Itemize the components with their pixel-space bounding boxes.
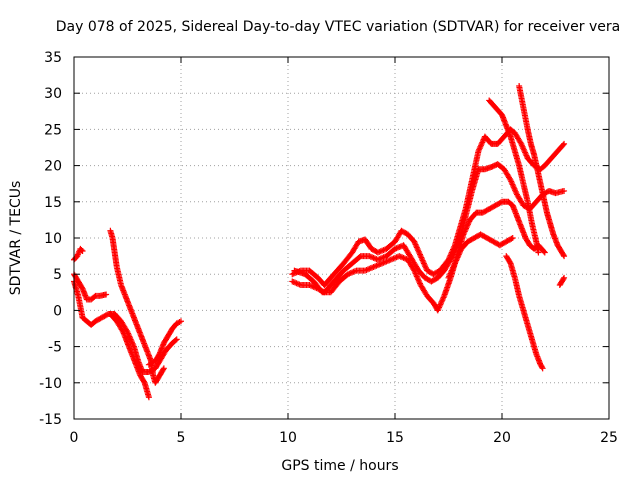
data-point	[561, 253, 568, 260]
x-tick-label: 15	[386, 430, 404, 446]
data-point	[173, 336, 180, 343]
data-point	[538, 364, 545, 371]
data-point	[172, 337, 179, 344]
y-tick-label: 30	[44, 86, 62, 102]
data-point	[160, 366, 167, 373]
x-tick-label: 25	[600, 430, 618, 446]
x-tick-label: 10	[279, 430, 297, 446]
x-tick-label: 20	[493, 430, 511, 446]
data-point	[506, 259, 513, 266]
y-axis-label: SDTVAR / TECUs	[8, 181, 24, 296]
y-tick-label: -10	[39, 376, 62, 392]
data-point	[79, 248, 86, 255]
series-track-1	[71, 245, 86, 263]
x-tick-labels: 0 5 10 15 20 25	[70, 430, 618, 446]
data-point	[560, 276, 567, 283]
series-track-3	[71, 278, 180, 375]
y-tick-label: -5	[48, 340, 62, 356]
data-point	[140, 378, 147, 385]
data-point	[561, 274, 568, 281]
y-tick-label: 10	[44, 231, 62, 247]
data-point	[178, 318, 184, 325]
y-tick-labels: -15 -10 -5 0 5 10 15 20 25 30 35	[39, 50, 62, 428]
data-point	[561, 187, 568, 194]
series-track-12	[516, 82, 568, 260]
data-point	[560, 141, 567, 148]
data-point	[539, 365, 546, 372]
series-track-14	[556, 274, 568, 289]
series-track-5	[107, 311, 152, 401]
data-point	[103, 291, 110, 298]
x-tick-label: 5	[177, 430, 186, 446]
axis-ticks	[73, 56, 610, 420]
data-point	[560, 251, 567, 258]
y-tick-label: 35	[44, 50, 62, 66]
data-point	[561, 140, 568, 147]
data-point	[535, 249, 542, 256]
series-track-11	[486, 97, 542, 256]
data-point	[540, 248, 547, 255]
y-tick-label: 20	[44, 159, 62, 175]
series-track-6	[145, 318, 184, 368]
y-tick-label: 25	[44, 122, 62, 138]
data-point	[78, 246, 85, 253]
series-track-10	[445, 231, 516, 281]
y-tick-label: -15	[39, 412, 62, 428]
series-track-13	[503, 253, 546, 372]
x-axis-label: GPS time / hours	[281, 458, 398, 474]
chart-title: Day 078 of 2025, Sidereal Day-to-day VTE…	[56, 19, 620, 35]
data-point	[160, 365, 167, 372]
data-point	[509, 235, 516, 241]
y-tick-label: 0	[53, 303, 62, 319]
y-tick-label: 15	[44, 195, 62, 211]
y-tick-label: 5	[53, 267, 62, 283]
data-points	[71, 82, 568, 401]
data-point	[145, 394, 152, 401]
x-tick-label: 0	[70, 430, 79, 446]
data-point	[119, 327, 126, 334]
data-point	[541, 249, 548, 256]
data-point	[508, 235, 515, 242]
